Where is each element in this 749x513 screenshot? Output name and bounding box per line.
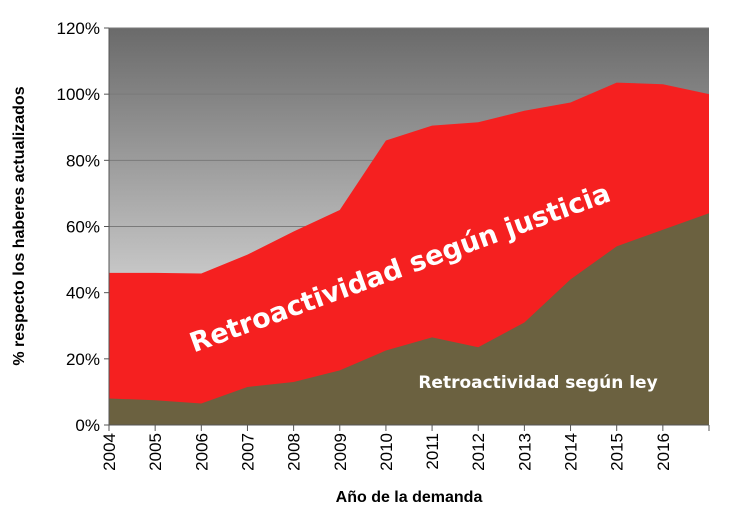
y-tick-label-100: 100% (57, 85, 100, 104)
y-tick-label-80: 80% (66, 151, 100, 170)
x-tick-labels: 2004 2005 2006 2007 2008 2009 2010 2011 2012 2013… (100, 433, 673, 471)
y-tick-label-120: 120% (57, 19, 100, 38)
x-axis-title: Año de la demanda (336, 489, 483, 506)
y-tick-label-40: 40% (66, 284, 100, 303)
x-tick-label-2005: 2005 (146, 433, 165, 471)
y-tick-label-60: 60% (66, 218, 100, 237)
y-tick-labels: 0% 20% 40% 60% 80% 100% 120% (57, 19, 100, 435)
x-tick-label-2012: 2012 (469, 433, 488, 471)
x-tick-label-2008: 2008 (285, 433, 304, 471)
annotation-retroactividad-ley: Retroactividad según ley (418, 373, 657, 393)
x-tick-label-2016: 2016 (654, 433, 673, 471)
area-series (109, 82, 709, 425)
x-tick-label-2010: 2010 (377, 433, 396, 471)
x-tick-label-2009: 2009 (331, 433, 350, 471)
y-axis-title: % respecto los haberes actualizados (11, 86, 28, 365)
x-tick-label-2013: 2013 (515, 433, 534, 471)
x-tick-label-2004: 2004 (100, 433, 119, 471)
x-tick-label-2011: 2011 (423, 433, 442, 470)
x-tick-label-2015: 2015 (608, 433, 627, 471)
x-tick-label-2006: 2006 (192, 433, 211, 471)
axes (104, 27, 710, 431)
y-tick-label-0: 0% (75, 416, 100, 435)
x-tick-label-2007: 2007 (238, 433, 257, 471)
area-series-1 (109, 213, 709, 425)
y-tick-label-20: 20% (66, 350, 100, 369)
x-tick-label-2014: 2014 (562, 433, 581, 471)
